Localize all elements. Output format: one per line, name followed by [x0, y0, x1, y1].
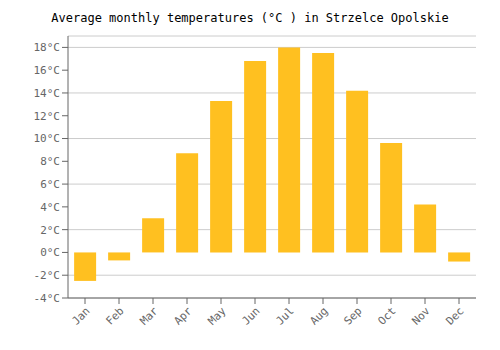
svg-text:2°C: 2°C [40, 224, 60, 237]
svg-text:14°C: 14°C [34, 87, 61, 100]
svg-text:18°C: 18°C [34, 41, 61, 54]
svg-text:Dec: Dec [443, 304, 466, 327]
html-text:Average monthly temperatures (: Average monthly temperatures (°C ) in St… [51, 11, 449, 25]
svg-text:8°C: 8°C [40, 155, 60, 168]
svg-text:May: May [205, 304, 229, 328]
svg-text:Apr: Apr [171, 304, 195, 328]
svg-text:-4°C: -4°C [34, 292, 61, 305]
svg-text:Feb: Feb [103, 304, 126, 327]
svg-text:Oct: Oct [375, 304, 398, 327]
svg-text:Jan: Jan [69, 304, 92, 327]
svg-text:4°C: 4°C [40, 201, 60, 214]
svg-text:10°C: 10°C [34, 132, 61, 145]
svg-text:Aug: Aug [307, 304, 330, 327]
svg-text:Sep: Sep [341, 304, 364, 327]
svg-text:-2°C: -2°C [34, 269, 61, 282]
svg-text:Jul: Jul [273, 304, 296, 327]
svg-text:6°C: 6°C [40, 178, 60, 191]
svg-text:0°C: 0°C [40, 246, 60, 259]
svg-text:Nov: Nov [409, 304, 433, 328]
svg-text:Jun: Jun [239, 304, 262, 327]
svg-text:16°C: 16°C [34, 64, 61, 77]
svg-text:Mar: Mar [137, 304, 161, 328]
svg-text:12°C: 12°C [34, 110, 61, 123]
